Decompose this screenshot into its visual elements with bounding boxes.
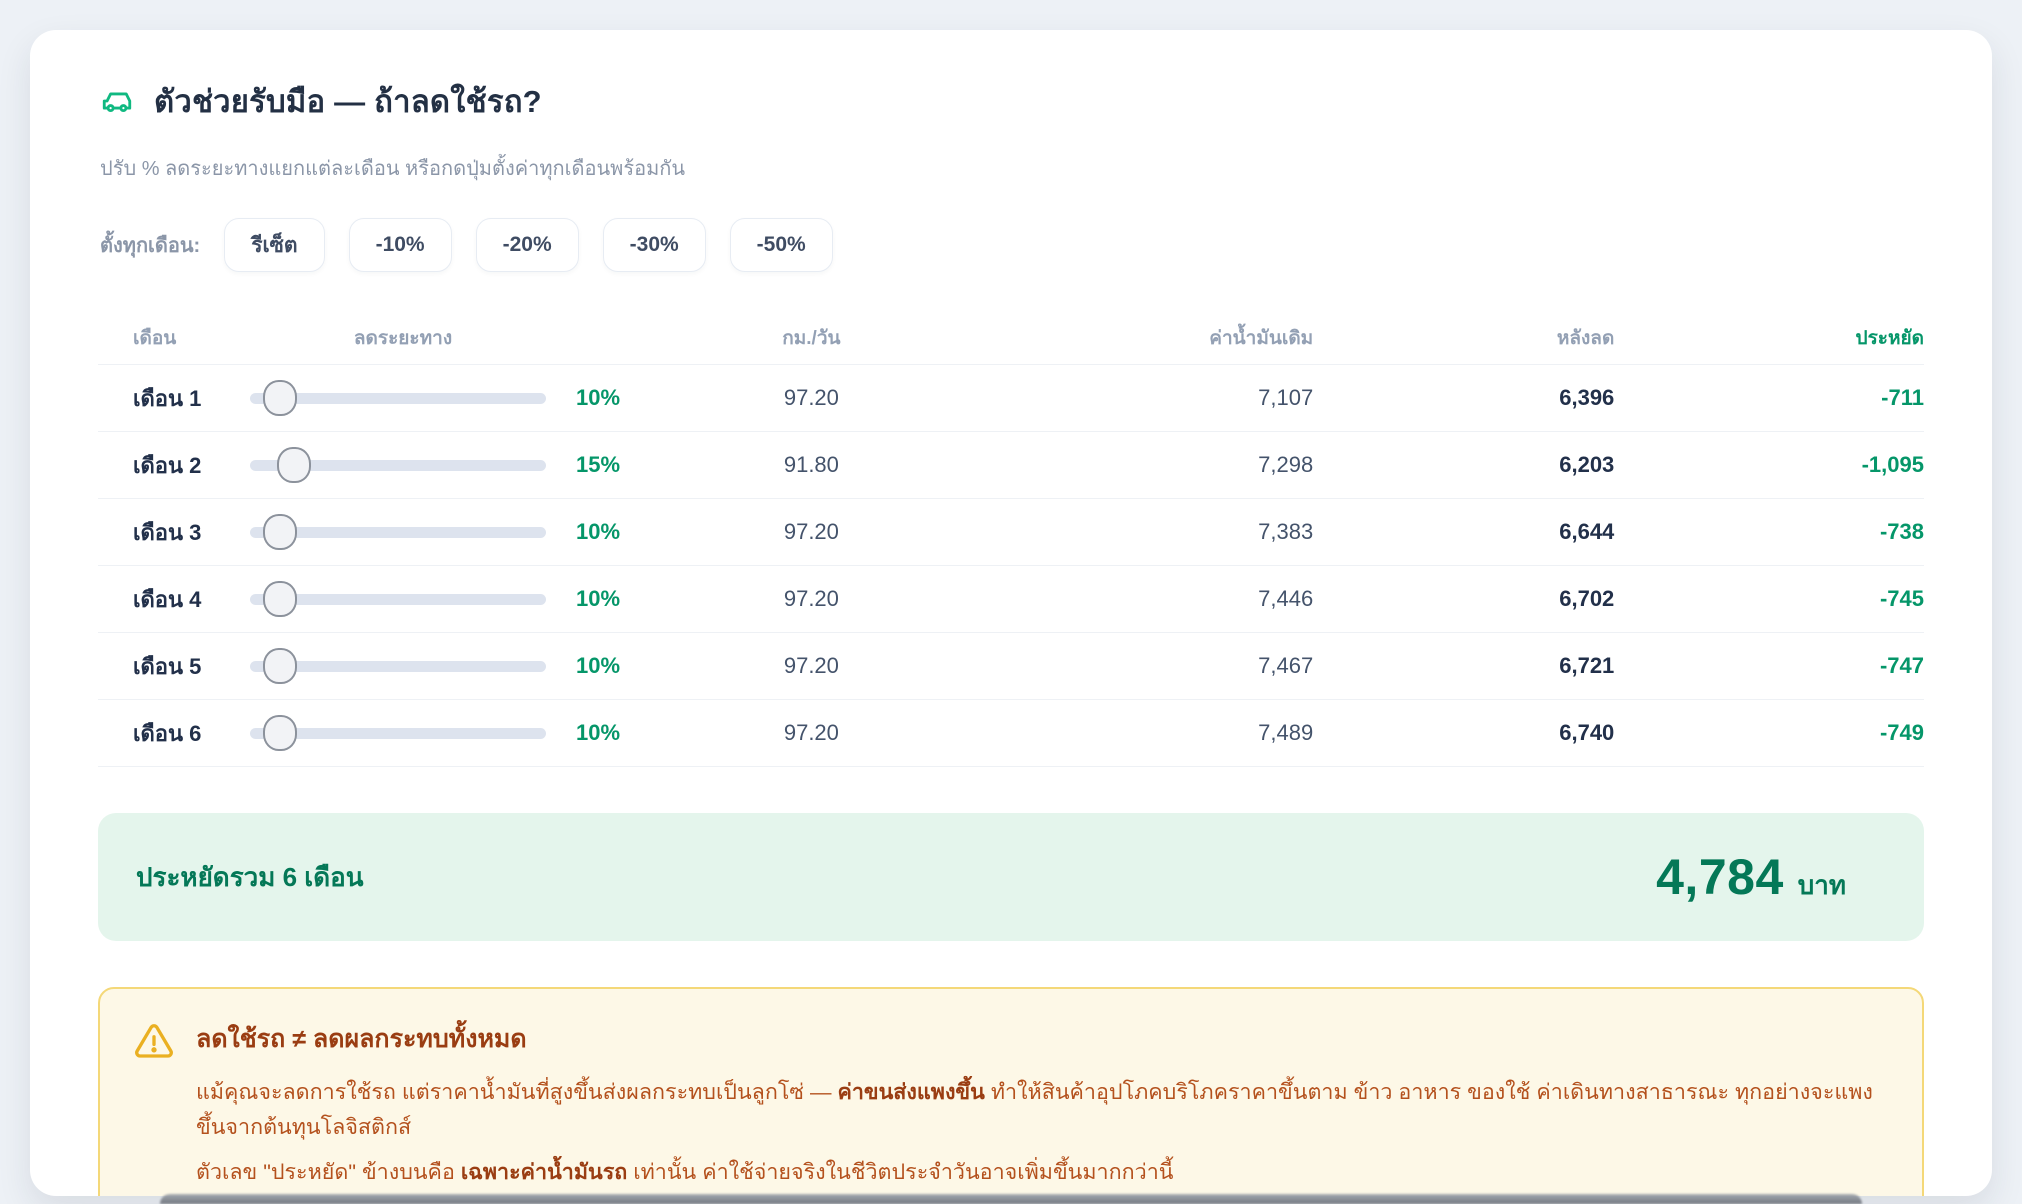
slider-thumb[interactable] [262, 715, 297, 751]
header-after-reduction: หลังลด [1556, 328, 1615, 349]
warning-triangle-icon [134, 1021, 174, 1058]
month-label: เดือน 5 [133, 653, 202, 679]
month-label: เดือน 2 [133, 452, 202, 478]
fuel-before-value: 7,298 [1258, 452, 1314, 477]
percent-value: 10% [576, 385, 621, 410]
car-icon [100, 84, 138, 118]
savings-value: -1,095 [1861, 452, 1924, 477]
fuel-after-value: 6,702 [1559, 586, 1615, 611]
fuel-before-value: 7,383 [1258, 519, 1314, 544]
warning-bold-text: เฉพาะค่าน้ำมันรถ [460, 1159, 628, 1184]
quick-set-label: ตั้งทุกเดือน: [100, 235, 201, 257]
fuel-after-value: 6,721 [1559, 653, 1615, 678]
table-row: เดือน 5 10% 97.20 7,467 6,721 -747 [98, 632, 1924, 699]
distance-slider[interactable] [248, 715, 558, 751]
percent-value: 10% [576, 653, 621, 678]
reduce-car-usage-card: ตัวช่วยรับมือ — ถ้าลดใช้รถ? ปรับ % ลดระย… [30, 30, 1992, 1196]
warning-title: ลดใช้รถ ≠ ลดผลกระทบทั้งหมด [196, 1025, 527, 1053]
month-label: เดือน 1 [133, 385, 202, 411]
savings-value: -745 [1879, 586, 1924, 611]
warning-paragraph-1: แม้คุณจะลดการใช้รถ แต่ราคาน้ำมันที่สูงขึ… [196, 1075, 1882, 1145]
header-month: เดือน [133, 328, 177, 349]
page-subtitle: ปรับ % ลดระยะทางแยกแต่ละเดือน หรือกดปุ่ม… [100, 158, 686, 180]
total-savings-label: ประหยัดรวม 6 เดือน [136, 861, 364, 892]
slider-track[interactable] [250, 380, 546, 416]
month-label: เดือน 3 [133, 519, 202, 545]
fuel-after-value: 6,396 [1559, 385, 1615, 410]
table-row: เดือน 2 15% 91.80 7,298 6,203 -1,095 [98, 431, 1924, 498]
set-minus-20-button[interactable]: -20% [475, 218, 579, 272]
header-fuel-before: ค่าน้ำมันเดิม [1209, 328, 1314, 349]
distance-slider[interactable] [248, 380, 558, 416]
fuel-before-value: 7,446 [1258, 586, 1314, 611]
table-row: เดือน 3 10% 97.20 7,383 6,644 -738 [98, 498, 1924, 565]
slider-track[interactable] [250, 715, 546, 751]
quick-set-row: ตั้งทุกเดือน: รีเซ็ต -10% -20% -30% -50% [100, 218, 1952, 272]
km-per-day-value: 97.20 [783, 385, 839, 410]
slider-thumb[interactable] [262, 380, 297, 416]
header-km-per-day: กม./วัน [782, 328, 841, 349]
slider-track[interactable] [250, 648, 546, 684]
total-savings-amount-group: 4,784 บาท [1656, 848, 1846, 906]
percent-value: 10% [576, 720, 621, 745]
fuel-after-value: 6,740 [1559, 720, 1615, 745]
fuel-after-value: 6,644 [1559, 519, 1615, 544]
fuel-before-value: 7,107 [1258, 385, 1314, 410]
header-distance-reduction: ลดระยะทาง [353, 328, 453, 349]
set-minus-50-button[interactable]: -50% [729, 218, 833, 272]
table-row: เดือน 4 10% 97.20 7,446 6,702 -745 [98, 565, 1924, 632]
fuel-before-value: 7,467 [1258, 653, 1314, 678]
warning-paragraph-2: ตัวเลข "ประหยัด" ข้างบนคือ เฉพาะค่าน้ำมั… [196, 1155, 1882, 1190]
km-per-day-value: 97.20 [783, 586, 839, 611]
month-label: เดือน 4 [133, 586, 202, 612]
table-row: เดือน 1 10% 97.20 7,107 6,396 -711 [98, 364, 1924, 431]
total-savings-amount: 4,784 [1656, 849, 1784, 905]
slider-thumb[interactable] [262, 648, 297, 684]
percent-value: 15% [576, 452, 621, 477]
month-label: เดือน 6 [133, 720, 202, 746]
next-section-peek [160, 1194, 1862, 1204]
slider-thumb[interactable] [262, 581, 297, 617]
km-per-day-value: 91.80 [783, 452, 839, 477]
distance-slider[interactable] [248, 447, 558, 483]
warning-header: ลดใช้รถ ≠ ลดผลกระทบทั้งหมด [134, 1019, 1882, 1059]
warning-text: เท่านั้น ค่าใช้จ่ายจริงในชีวิตประจำวันอา… [627, 1159, 1174, 1184]
warning-body: แม้คุณจะลดการใช้รถ แต่ราคาน้ำมันที่สูงขึ… [196, 1075, 1882, 1189]
slider-track[interactable] [250, 581, 546, 617]
savings-value: -738 [1879, 519, 1924, 544]
distance-slider[interactable] [248, 514, 558, 550]
table-row: เดือน 6 10% 97.20 7,489 6,740 -749 [98, 699, 1924, 766]
warning-text: ตัวเลข "ประหยัด" ข้างบนคือ [196, 1159, 461, 1184]
distance-slider[interactable] [248, 648, 558, 684]
slider-track[interactable] [250, 514, 546, 550]
distance-slider[interactable] [248, 581, 558, 617]
total-savings-banner: ประหยัดรวม 6 เดือน 4,784 บาท [98, 813, 1924, 941]
percent-value: 10% [576, 586, 621, 611]
km-per-day-value: 97.20 [783, 720, 839, 745]
slider-thumb[interactable] [277, 447, 312, 483]
warning-callout: ลดใช้รถ ≠ ลดผลกระทบทั้งหมด แม้คุณจะลดการ… [98, 987, 1924, 1196]
months-table: เดือน ลดระยะทาง กม./วัน ค่าน้ำมันเดิม หล… [98, 312, 1924, 767]
set-minus-30-button[interactable]: -30% [602, 218, 706, 272]
warning-bold-text: ค่าขนส่งแพงขึ้น [837, 1080, 985, 1104]
km-per-day-value: 97.20 [783, 519, 839, 544]
percent-value: 10% [576, 519, 621, 544]
km-per-day-value: 97.20 [783, 653, 839, 678]
page-title: ตัวช่วยรับมือ — ถ้าลดใช้รถ? [154, 84, 542, 119]
slider-track[interactable] [250, 447, 546, 483]
slider-thumb[interactable] [262, 514, 297, 550]
set-minus-10-button[interactable]: -10% [348, 218, 452, 272]
warning-text: ทำให้สินค้าอุปโภคบริโภคราคาขึ้นตาม ข้าว … [196, 1080, 1873, 1139]
fuel-after-value: 6,203 [1559, 452, 1615, 477]
table-header-row: เดือน ลดระยะทาง กม./วัน ค่าน้ำมันเดิม หล… [98, 312, 1924, 364]
reset-button[interactable]: รีเซ็ต [224, 218, 325, 272]
warning-text: แม้คุณจะลดการใช้รถ แต่ราคาน้ำมันที่สูงขึ… [196, 1080, 838, 1104]
header-savings: ประหยัด [1855, 328, 1924, 349]
fuel-before-value: 7,489 [1258, 720, 1314, 745]
card-header: ตัวช่วยรับมือ — ถ้าลดใช้รถ? [70, 76, 1952, 126]
savings-value: -747 [1879, 653, 1924, 678]
total-savings-unit: บาท [1797, 870, 1846, 900]
savings-value: -711 [1881, 385, 1924, 410]
savings-value: -749 [1879, 720, 1924, 745]
